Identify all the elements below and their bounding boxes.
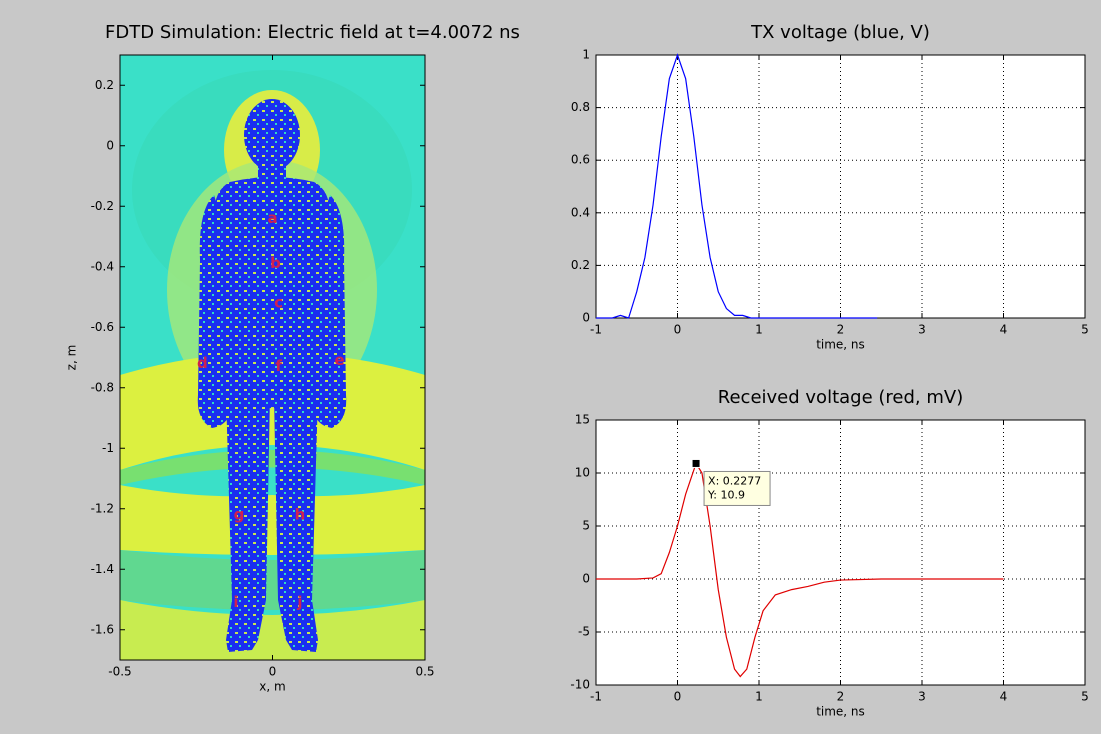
y-tick-label: -0.2 bbox=[91, 199, 114, 213]
y-tick-label: 0 bbox=[106, 138, 114, 152]
chart-title: TX voltage (blue, V) bbox=[750, 22, 930, 43]
x-tick-label: 0 bbox=[674, 323, 682, 337]
y-tick-label: 0.4 bbox=[571, 205, 590, 219]
x-tick-label: 5 bbox=[1081, 323, 1089, 337]
x-tick-label: -1 bbox=[590, 690, 602, 704]
datatip-box bbox=[703, 470, 771, 506]
y-tick-label: 0 bbox=[582, 572, 590, 586]
y-tick-label: -1.2 bbox=[91, 501, 114, 515]
x-tick-label: 5 bbox=[1081, 690, 1089, 704]
axes-box bbox=[119, 54, 426, 661]
x-tick-label: 4 bbox=[1000, 690, 1008, 704]
x-tick-label: 2 bbox=[837, 690, 845, 704]
y-tick-label: -0.8 bbox=[91, 380, 114, 394]
annotation: j bbox=[296, 593, 302, 611]
y-tick-label: -0.4 bbox=[91, 259, 114, 273]
x-tick-label: 3 bbox=[918, 323, 926, 337]
datatip-marker bbox=[691, 458, 701, 468]
x-tick-label: 0 bbox=[674, 690, 682, 704]
x-tick-label: 3 bbox=[918, 690, 926, 704]
annotation: f bbox=[275, 357, 282, 375]
field-image bbox=[120, 55, 425, 660]
x-tick-label: 0.5 bbox=[415, 665, 434, 679]
x-tick-label: -0.5 bbox=[108, 665, 131, 679]
y-tick-label: 0.2 bbox=[571, 258, 590, 272]
annotation: d bbox=[197, 354, 208, 372]
body bbox=[197, 99, 347, 652]
y-tick-label: 10 bbox=[575, 466, 590, 480]
y-tick-label: -1.6 bbox=[91, 622, 114, 636]
x-axis-label: time, ns bbox=[816, 338, 865, 352]
line bbox=[596, 462, 1004, 678]
y-tick-label: 0.2 bbox=[95, 78, 114, 92]
annotation: i bbox=[233, 593, 238, 611]
y-tick-label: 0.8 bbox=[571, 100, 590, 114]
annotation: e bbox=[335, 351, 345, 369]
datatip-x: X: 0.2277 bbox=[708, 474, 761, 487]
y-tick-label: 0.6 bbox=[571, 153, 590, 167]
line bbox=[596, 53, 878, 319]
plot-area bbox=[596, 55, 1085, 318]
annotation: b bbox=[270, 254, 281, 272]
annotation: a bbox=[267, 209, 277, 227]
y-tick-label: -1 bbox=[102, 441, 114, 455]
y-tick-label: 1 bbox=[582, 48, 590, 62]
y-tick-label: -5 bbox=[578, 625, 590, 639]
datatip-y: Y: 10.9 bbox=[707, 488, 745, 501]
y-tick-label: -1.4 bbox=[91, 562, 114, 576]
x-tick-label: 2 bbox=[837, 323, 845, 337]
x-tick-label: 1 bbox=[755, 323, 763, 337]
x-tick-label: -1 bbox=[590, 323, 602, 337]
y-tick-label: 0 bbox=[582, 311, 590, 325]
y-tick-label: 15 bbox=[575, 413, 590, 427]
y-axis-label: z, m bbox=[65, 345, 79, 371]
annotation: g bbox=[234, 505, 245, 523]
y-tick-label: 5 bbox=[582, 519, 590, 533]
x-axis-label: x, m bbox=[259, 680, 285, 694]
annotation: c bbox=[274, 294, 283, 312]
x-axis-label: time, ns bbox=[816, 705, 865, 719]
axes-box bbox=[595, 419, 1086, 686]
annotation: h bbox=[295, 505, 306, 523]
chart-title: FDTD Simulation: Electric field at t=4.0… bbox=[105, 22, 520, 43]
y-tick-label: -10 bbox=[570, 678, 590, 692]
y-tick-label: -0.6 bbox=[91, 320, 114, 334]
x-tick-label: 1 bbox=[755, 690, 763, 704]
x-tick-label: 4 bbox=[1000, 323, 1008, 337]
x-tick-label: 0 bbox=[269, 665, 277, 679]
chart-title: Received voltage (red, mV) bbox=[718, 387, 963, 408]
